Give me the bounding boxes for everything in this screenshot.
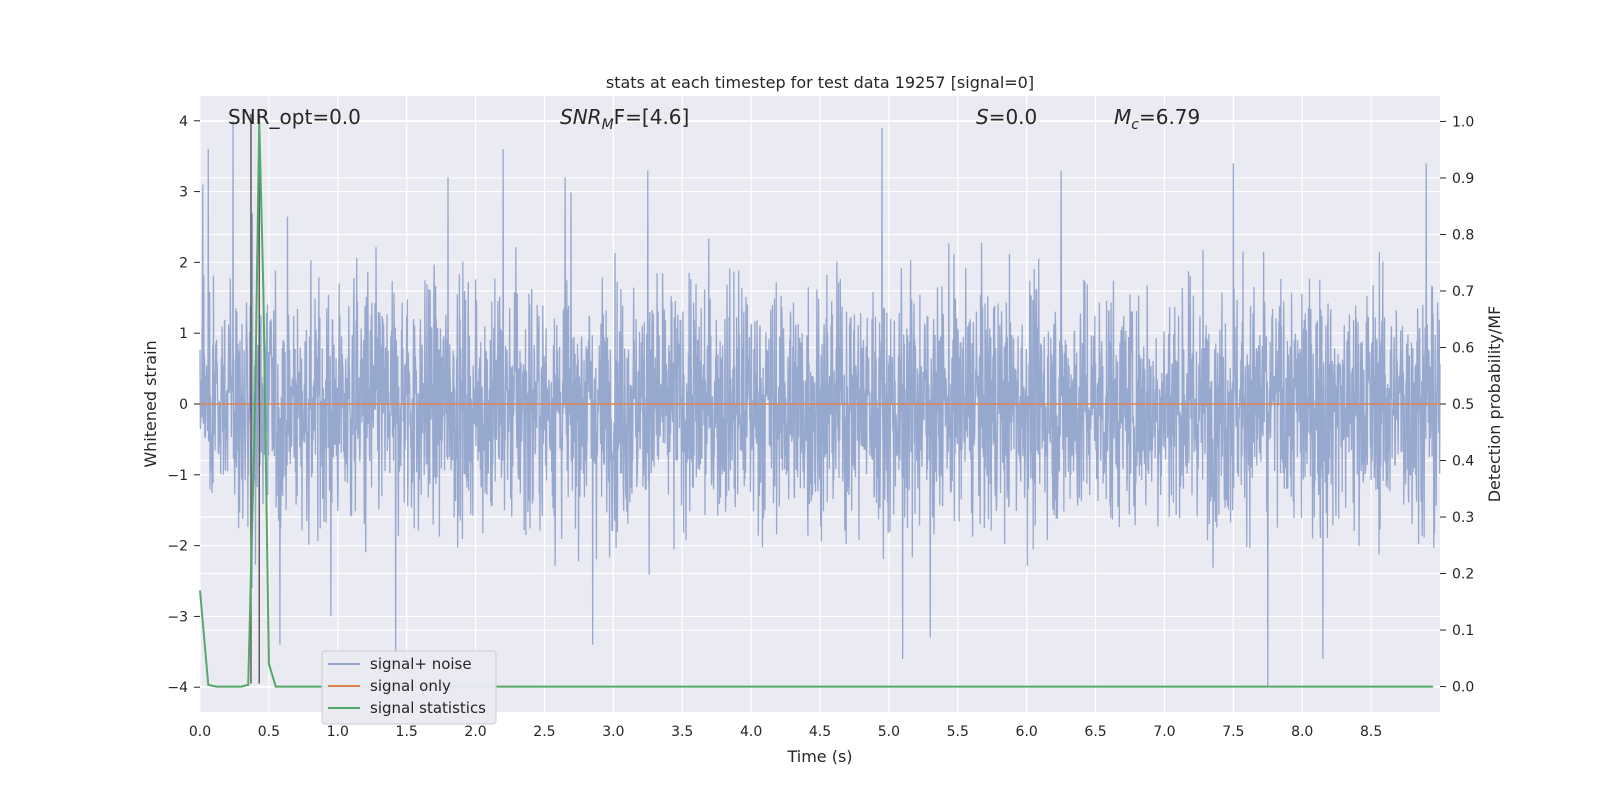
mc-sub: c [1131, 117, 1139, 133]
mc-base: M [1114, 105, 1131, 129]
y-tick-label: 4 [179, 114, 188, 130]
y-tick-label: −1 [167, 468, 188, 484]
y-right-tick-label: 0.8 [1452, 227, 1474, 243]
legend-label-statistics: signal statistics [370, 699, 486, 717]
chart-title: stats at each timestep for test data 192… [606, 73, 1034, 92]
series-signal-statistics [199, 121, 1434, 688]
snr-mf-base: SNR [560, 105, 602, 129]
snr-mf-rest: F=[4.6] [614, 105, 690, 129]
y-tick-label: 3 [179, 185, 188, 201]
annotation-snr-mf: SNRMF=[4.6] [560, 105, 689, 133]
x-axis-label: Time (s) [786, 747, 852, 766]
y-right-tick-label: 0.6 [1452, 340, 1474, 356]
legend-label-noise: signal+ noise [370, 655, 472, 673]
x-tick-label: 2.0 [464, 724, 486, 740]
x-tick-label: 2.5 [533, 724, 555, 740]
y-tick-label: 1 [179, 326, 188, 342]
x-tick-label: 0.0 [189, 724, 211, 740]
series-noise-line [199, 120, 1441, 688]
series-signal-plus-noise [199, 120, 1441, 688]
x-tick-label: 8.5 [1360, 724, 1382, 740]
y-right-tick-label: 0.4 [1452, 454, 1474, 470]
x-tick-label: 1.5 [396, 724, 418, 740]
y-axis-label-right: Detection probability/MF [1485, 306, 1504, 503]
y-tick-label: −4 [167, 680, 188, 696]
x-tick-label: 7.5 [1222, 724, 1244, 740]
x-tick-label: 0.5 [258, 724, 280, 740]
y-right-tick-label: 0.2 [1452, 567, 1474, 583]
x-tick-label: 4.0 [740, 724, 762, 740]
y-right-tick-label: 0.5 [1452, 397, 1474, 413]
y-right-tick-label: 1.0 [1452, 114, 1474, 130]
x-tick-label: 6.0 [1016, 724, 1038, 740]
y-tick-label: 0 [179, 397, 188, 413]
y-right-tick-label: 0.3 [1452, 510, 1474, 526]
y-right-tick-label: 0.0 [1452, 680, 1474, 696]
x-tick-label: 6.5 [1084, 724, 1106, 740]
y-tick-labels-left: 4 3 2 1 0 −1 −2 −3 −4 [167, 114, 200, 696]
annotation-snr-opt: SNR_opt=0.0 [228, 105, 361, 129]
series-statistics-line [199, 121, 1434, 688]
x-tick-label: 5.0 [878, 724, 900, 740]
y-axis-label: Whitened strain [141, 340, 160, 467]
x-tick-label: 3.5 [671, 724, 693, 740]
annotation-mc: Mc=6.79 [1114, 105, 1200, 133]
x-tick-label: 3.0 [602, 724, 624, 740]
x-tick-label: 7.0 [1153, 724, 1175, 740]
y-tick-labels-right: 1.0 0.9 0.8 0.7 0.6 0.5 0.4 0.3 0.2 0.1 0.0 [1440, 114, 1474, 696]
legend-label-signal-only: signal only [370, 677, 451, 695]
x-tick-label: 8.0 [1291, 724, 1313, 740]
y-right-tick-label: 0.9 [1452, 171, 1474, 187]
x-tick-labels: 0.0 0.5 1.0 1.5 2.0 2.5 3.0 3.5 4.0 4.5 5.0 5.5 6.0 6… [189, 724, 1382, 740]
x-tick-label: 5.5 [947, 724, 969, 740]
snr-mf-sub: M [602, 117, 614, 133]
x-tick-label: 4.5 [809, 724, 831, 740]
y-tick-label: −3 [167, 609, 188, 625]
s-label: S [976, 105, 989, 129]
annotation-s: S=0.0 [976, 105, 1037, 129]
y-right-tick-label: 0.1 [1452, 623, 1474, 639]
s-value: =0.0 [989, 105, 1038, 129]
y-tick-label: −2 [167, 539, 188, 555]
y-tick-label: 2 [179, 255, 188, 271]
x-tick-label: 1.0 [327, 724, 349, 740]
mc-value: =6.79 [1139, 105, 1200, 129]
y-right-tick-label: 0.7 [1452, 284, 1474, 300]
legend-box [321, 650, 497, 725]
legend: signal+ noise signal only signal statist… [321, 650, 497, 725]
